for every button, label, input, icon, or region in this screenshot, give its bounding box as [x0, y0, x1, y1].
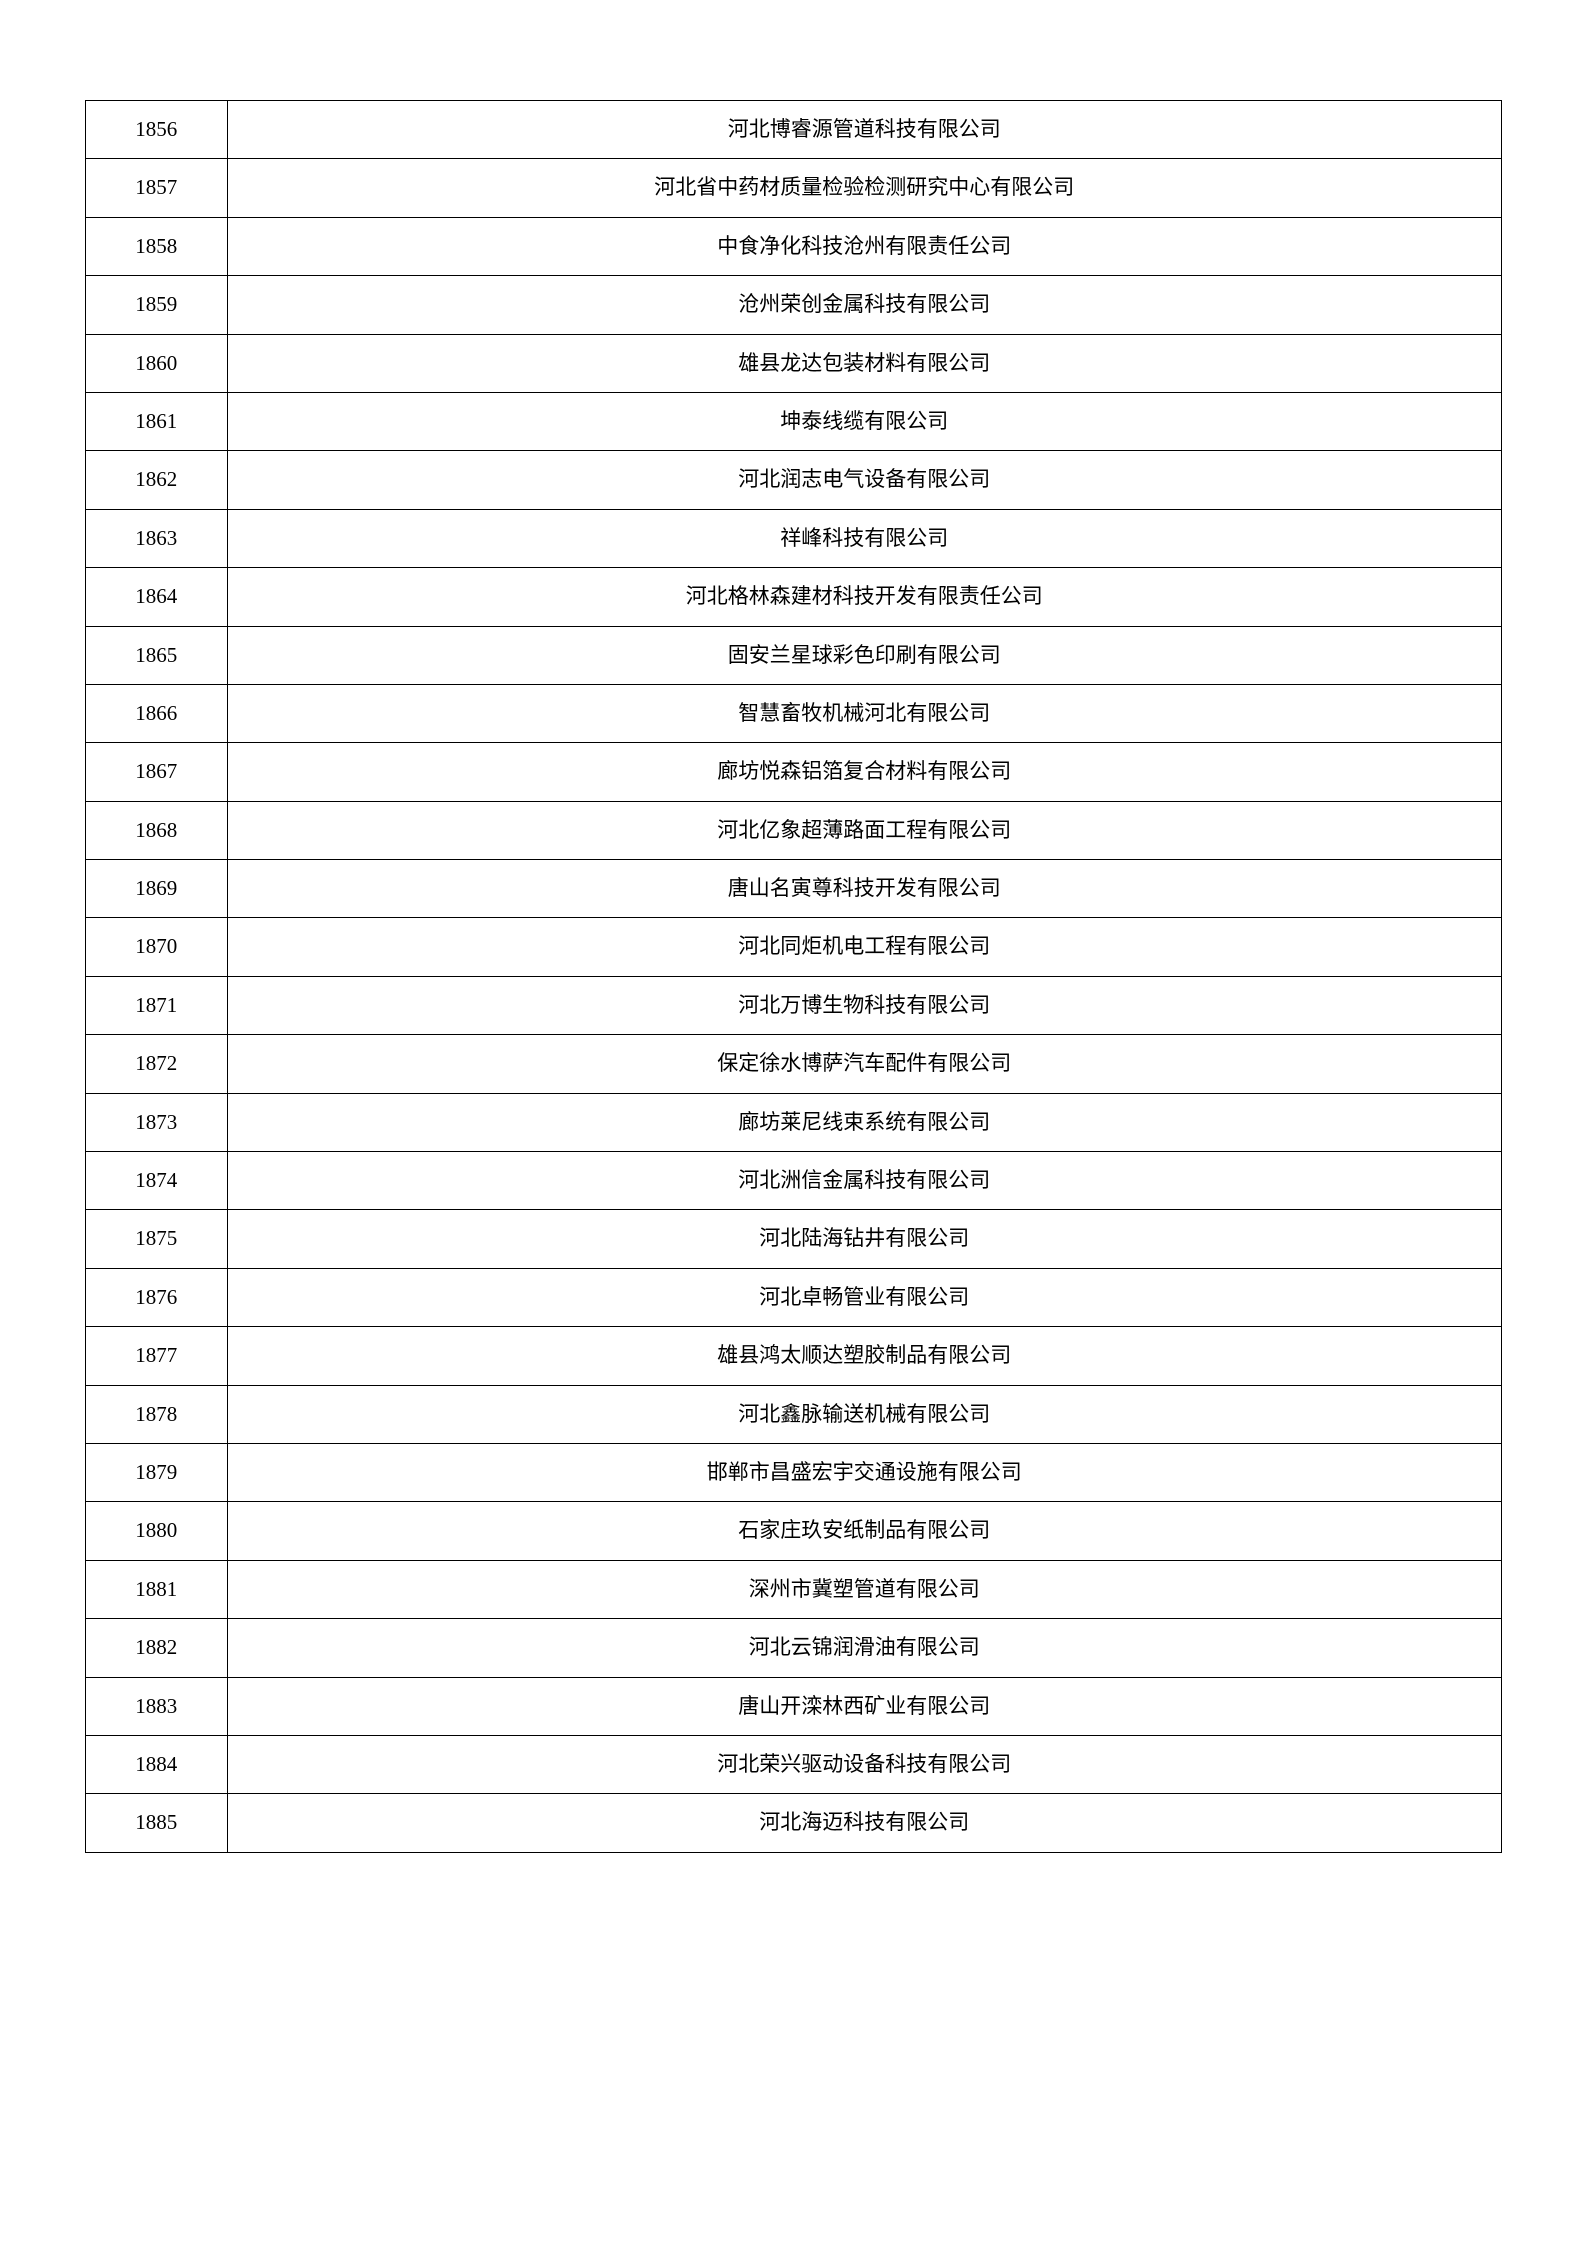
row-number: 1883 — [86, 1677, 228, 1735]
row-number: 1866 — [86, 684, 228, 742]
row-number: 1872 — [86, 1035, 228, 1093]
row-number: 1870 — [86, 918, 228, 976]
company-name: 河北同炬机电工程有限公司 — [227, 918, 1501, 976]
row-number: 1856 — [86, 101, 228, 159]
company-name: 河北海迈科技有限公司 — [227, 1794, 1501, 1852]
table-row: 1859沧州荣创金属科技有限公司 — [86, 276, 1502, 334]
row-number: 1876 — [86, 1268, 228, 1326]
table-row: 1863祥峰科技有限公司 — [86, 509, 1502, 567]
row-number: 1884 — [86, 1735, 228, 1793]
table-row: 1872保定徐水博萨汽车配件有限公司 — [86, 1035, 1502, 1093]
row-number: 1857 — [86, 159, 228, 217]
row-number: 1858 — [86, 217, 228, 275]
row-number: 1868 — [86, 801, 228, 859]
table-row: 1869唐山名寅尊科技开发有限公司 — [86, 860, 1502, 918]
table-row: 1884河北荣兴驱动设备科技有限公司 — [86, 1735, 1502, 1793]
company-name: 河北省中药材质量检验检测研究中心有限公司 — [227, 159, 1501, 217]
company-list-table: 1856河北博睿源管道科技有限公司1857河北省中药材质量检验检测研究中心有限公… — [85, 100, 1502, 1853]
company-name: 河北鑫脉输送机械有限公司 — [227, 1385, 1501, 1443]
table-row: 1867廊坊悦森铝箔复合材料有限公司 — [86, 743, 1502, 801]
row-number: 1885 — [86, 1794, 228, 1852]
row-number: 1878 — [86, 1385, 228, 1443]
table-row: 1881深州市冀塑管道有限公司 — [86, 1560, 1502, 1618]
table-row: 1857河北省中药材质量检验检测研究中心有限公司 — [86, 159, 1502, 217]
company-name: 祥峰科技有限公司 — [227, 509, 1501, 567]
table-row: 1882河北云锦润滑油有限公司 — [86, 1619, 1502, 1677]
row-number: 1869 — [86, 860, 228, 918]
table-row: 1885河北海迈科技有限公司 — [86, 1794, 1502, 1852]
row-number: 1859 — [86, 276, 228, 334]
table-row: 1861坤泰线缆有限公司 — [86, 392, 1502, 450]
company-name: 河北万博生物科技有限公司 — [227, 976, 1501, 1034]
company-name: 坤泰线缆有限公司 — [227, 392, 1501, 450]
table-row: 1868河北亿象超薄路面工程有限公司 — [86, 801, 1502, 859]
table-row: 1860雄县龙达包装材料有限公司 — [86, 334, 1502, 392]
row-number: 1873 — [86, 1093, 228, 1151]
company-name: 邯郸市昌盛宏宇交通设施有限公司 — [227, 1443, 1501, 1501]
table-row: 1858中食净化科技沧州有限责任公司 — [86, 217, 1502, 275]
company-name: 河北博睿源管道科技有限公司 — [227, 101, 1501, 159]
table-row: 1864河北格林森建材科技开发有限责任公司 — [86, 568, 1502, 626]
row-number: 1882 — [86, 1619, 228, 1677]
company-name: 唐山开滦林西矿业有限公司 — [227, 1677, 1501, 1735]
company-name: 河北润志电气设备有限公司 — [227, 451, 1501, 509]
company-name: 廊坊莱尼线束系统有限公司 — [227, 1093, 1501, 1151]
row-number: 1879 — [86, 1443, 228, 1501]
company-name: 智慧畜牧机械河北有限公司 — [227, 684, 1501, 742]
company-name: 河北亿象超薄路面工程有限公司 — [227, 801, 1501, 859]
company-name: 廊坊悦森铝箔复合材料有限公司 — [227, 743, 1501, 801]
company-name: 深州市冀塑管道有限公司 — [227, 1560, 1501, 1618]
row-number: 1864 — [86, 568, 228, 626]
table-row: 1880石家庄玖安纸制品有限公司 — [86, 1502, 1502, 1560]
row-number: 1860 — [86, 334, 228, 392]
row-number: 1863 — [86, 509, 228, 567]
row-number: 1875 — [86, 1210, 228, 1268]
company-name: 沧州荣创金属科技有限公司 — [227, 276, 1501, 334]
table-row: 1871河北万博生物科技有限公司 — [86, 976, 1502, 1034]
table-row: 1875河北陆海钻井有限公司 — [86, 1210, 1502, 1268]
table-row: 1870河北同炬机电工程有限公司 — [86, 918, 1502, 976]
company-name: 唐山名寅尊科技开发有限公司 — [227, 860, 1501, 918]
table-row: 1876河北卓畅管业有限公司 — [86, 1268, 1502, 1326]
row-number: 1865 — [86, 626, 228, 684]
company-name: 河北云锦润滑油有限公司 — [227, 1619, 1501, 1677]
company-name: 河北荣兴驱动设备科技有限公司 — [227, 1735, 1501, 1793]
company-name: 保定徐水博萨汽车配件有限公司 — [227, 1035, 1501, 1093]
company-name: 石家庄玖安纸制品有限公司 — [227, 1502, 1501, 1560]
company-name: 河北洲信金属科技有限公司 — [227, 1152, 1501, 1210]
table-row: 1866智慧畜牧机械河北有限公司 — [86, 684, 1502, 742]
table-row: 1874河北洲信金属科技有限公司 — [86, 1152, 1502, 1210]
row-number: 1871 — [86, 976, 228, 1034]
row-number: 1867 — [86, 743, 228, 801]
company-name: 河北格林森建材科技开发有限责任公司 — [227, 568, 1501, 626]
table-row: 1856河北博睿源管道科技有限公司 — [86, 101, 1502, 159]
row-number: 1880 — [86, 1502, 228, 1560]
row-number: 1861 — [86, 392, 228, 450]
company-name: 雄县龙达包装材料有限公司 — [227, 334, 1501, 392]
table-row: 1877雄县鸿太顺达塑胶制品有限公司 — [86, 1327, 1502, 1385]
table-row: 1878河北鑫脉输送机械有限公司 — [86, 1385, 1502, 1443]
table-row: 1865固安兰星球彩色印刷有限公司 — [86, 626, 1502, 684]
row-number: 1862 — [86, 451, 228, 509]
row-number: 1877 — [86, 1327, 228, 1385]
row-number: 1874 — [86, 1152, 228, 1210]
table-body: 1856河北博睿源管道科技有限公司1857河北省中药材质量检验检测研究中心有限公… — [86, 101, 1502, 1853]
table-row: 1883唐山开滦林西矿业有限公司 — [86, 1677, 1502, 1735]
table-row: 1873廊坊莱尼线束系统有限公司 — [86, 1093, 1502, 1151]
table-row: 1862河北润志电气设备有限公司 — [86, 451, 1502, 509]
company-name: 河北卓畅管业有限公司 — [227, 1268, 1501, 1326]
company-name: 中食净化科技沧州有限责任公司 — [227, 217, 1501, 275]
company-name: 雄县鸿太顺达塑胶制品有限公司 — [227, 1327, 1501, 1385]
company-name: 河北陆海钻井有限公司 — [227, 1210, 1501, 1268]
row-number: 1881 — [86, 1560, 228, 1618]
table-row: 1879邯郸市昌盛宏宇交通设施有限公司 — [86, 1443, 1502, 1501]
company-name: 固安兰星球彩色印刷有限公司 — [227, 626, 1501, 684]
